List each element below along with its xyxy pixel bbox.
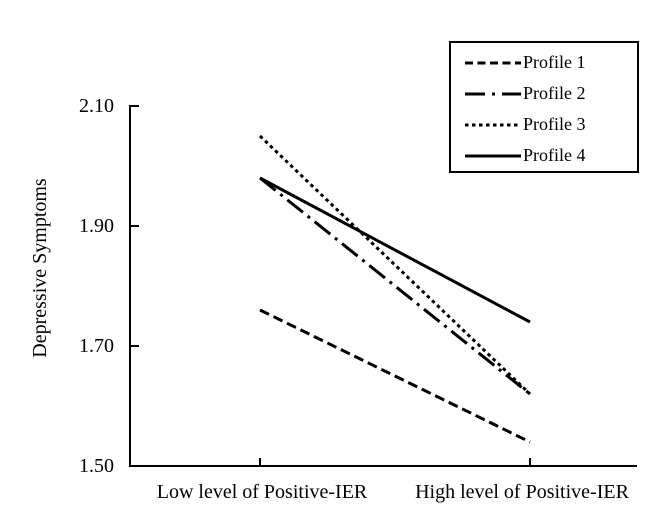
series-line-profile-1: [259, 308, 531, 444]
y-tick-label: 1.50: [79, 455, 114, 477]
dotted-line-sample-icon: [465, 123, 521, 126]
legend-item-profile-4: Profile 4: [465, 140, 637, 171]
legend-label: Profile 2: [523, 83, 586, 103]
dashed-line-sample-icon: [465, 61, 521, 64]
legend-item-profile-1: Profile 1: [465, 47, 637, 78]
y-tick-label: 1.70: [79, 335, 114, 357]
dashdot-line-sample-icon: [465, 92, 521, 95]
series-line-profile-4: [259, 176, 531, 324]
legend-box: Profile 1 Profile 2 Profile 3 Profile 4: [449, 41, 639, 173]
legend-label: Profile 4: [523, 145, 586, 165]
x-category-label-low: Low level of Positive-IER: [156, 481, 368, 503]
y-tick-label: 2.10: [79, 95, 114, 117]
series-line-profile-3: [258, 134, 532, 396]
legend-item-profile-3: Profile 3: [465, 109, 637, 140]
legend-label: Profile 3: [523, 114, 586, 134]
legend-label: Profile 1: [523, 52, 586, 72]
x-category-label-high: High level of Positive-IER: [415, 481, 629, 503]
solid-line-sample-icon: [465, 154, 521, 157]
y-tick-label: 1.90: [79, 215, 114, 237]
legend-item-profile-2: Profile 2: [465, 78, 637, 109]
series-line-profile-2: [259, 176, 531, 396]
